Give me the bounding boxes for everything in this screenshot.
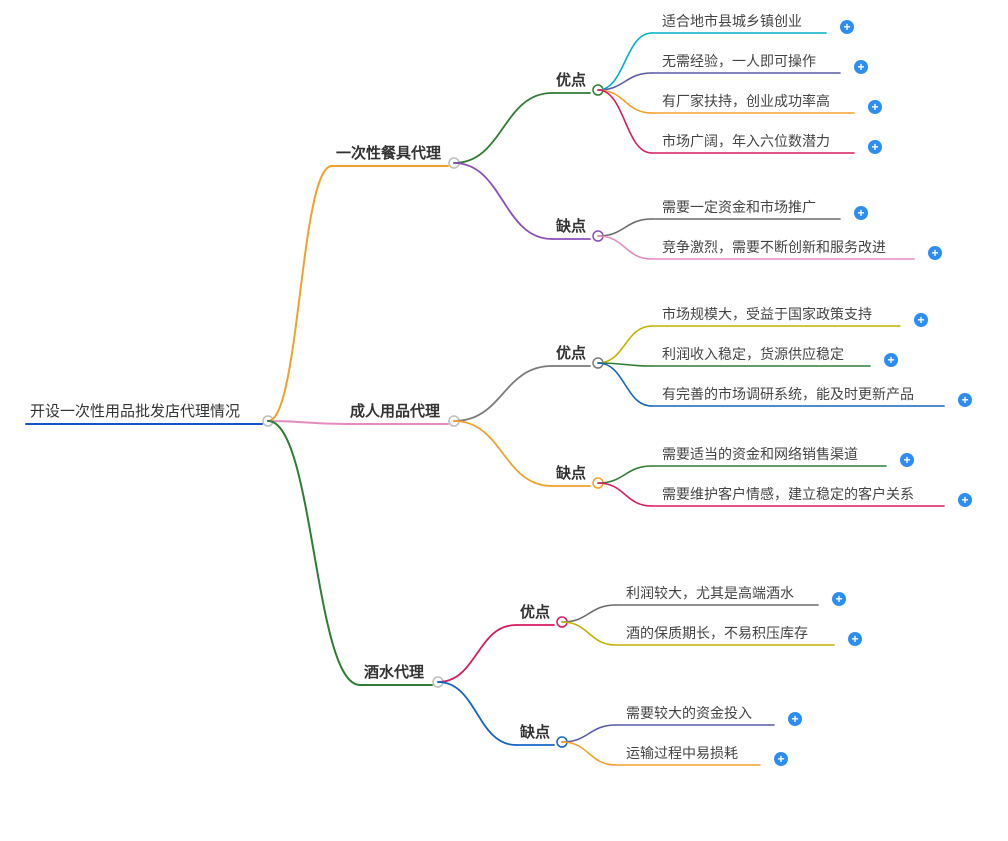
leaf-b1s1-3-expand-icon[interactable]: + <box>868 140 882 154</box>
leaf-b3s1-1-label: 酒的保质期长，不易积压库存 <box>626 624 808 642</box>
leaf-b2s2-0-expand-icon[interactable]: + <box>900 453 914 467</box>
leaf-b2s1-0-expand-icon[interactable]: + <box>914 313 928 327</box>
leaf-b1s2-0-label: 需要一定资金和市场推广 <box>662 198 816 216</box>
leaf-b2s2-1-label: 需要维护客户情感，建立稳定的客户关系 <box>662 485 914 503</box>
leaf-b1s1-0-expand-icon[interactable]: + <box>840 20 854 34</box>
leaf-b1s1-2-expand-icon[interactable]: + <box>868 100 882 114</box>
leaf-b1s1-0-label: 适合地市县城乡镇创业 <box>662 12 802 30</box>
leaf-b1s1-2-label: 有厂家扶持，创业成功率高 <box>662 92 830 110</box>
sub-b3s1-label: 优点 <box>520 604 550 622</box>
leaf-b2s1-1-label: 利润收入稳定，货源供应稳定 <box>662 345 844 363</box>
sub-b2s2-label: 缺点 <box>556 465 586 483</box>
leaf-b2s1-2-label: 有完善的市场调研系统，能及时更新产品 <box>662 385 914 403</box>
branch-b3-label: 酒水代理 <box>364 664 424 682</box>
leaf-b2s1-2-expand-icon[interactable]: + <box>958 393 972 407</box>
leaf-b3s1-0-label: 利润较大，尤其是高端酒水 <box>626 584 794 602</box>
leaf-b1s1-1-expand-icon[interactable]: + <box>854 60 868 74</box>
sub-b1s1-label: 优点 <box>556 72 586 90</box>
leaf-b1s1-3-label: 市场广阔，年入六位数潜力 <box>662 132 830 150</box>
branch-b2-label: 成人用品代理 <box>350 403 440 421</box>
leaf-b1s2-0-expand-icon[interactable]: + <box>854 206 868 220</box>
leaf-b1s1-1-label: 无需经验，一人即可操作 <box>662 52 816 70</box>
leaf-b2s2-0-label: 需要适当的资金和网络销售渠道 <box>662 445 858 463</box>
sub-b3s2-label: 缺点 <box>520 724 550 742</box>
leaf-b2s1-1-expand-icon[interactable]: + <box>884 353 898 367</box>
leaf-b3s2-0-label: 需要较大的资金投入 <box>626 704 752 722</box>
leaf-b3s1-1-expand-icon[interactable]: + <box>848 632 862 646</box>
sub-b2s1-label: 优点 <box>556 345 586 363</box>
leaf-b3s1-0-expand-icon[interactable]: + <box>832 592 846 606</box>
branch-b1-label: 一次性餐具代理 <box>336 145 441 163</box>
leaf-b1s2-1-label: 竞争激烈，需要不断创新和服务改进 <box>662 238 886 256</box>
root-label: 开设一次性用品批发店代理情况 <box>30 403 240 421</box>
leaf-b3s2-0-expand-icon[interactable]: + <box>788 712 802 726</box>
leaf-b2s1-0-label: 市场规模大，受益于国家政策支持 <box>662 305 872 323</box>
leaf-b2s2-1-expand-icon[interactable]: + <box>958 493 972 507</box>
leaf-b3s2-1-label: 运输过程中易损耗 <box>626 744 738 762</box>
leaf-b3s2-1-expand-icon[interactable]: + <box>774 752 788 766</box>
leaf-b1s2-1-expand-icon[interactable]: + <box>928 246 942 260</box>
sub-b1s2-label: 缺点 <box>556 218 586 236</box>
